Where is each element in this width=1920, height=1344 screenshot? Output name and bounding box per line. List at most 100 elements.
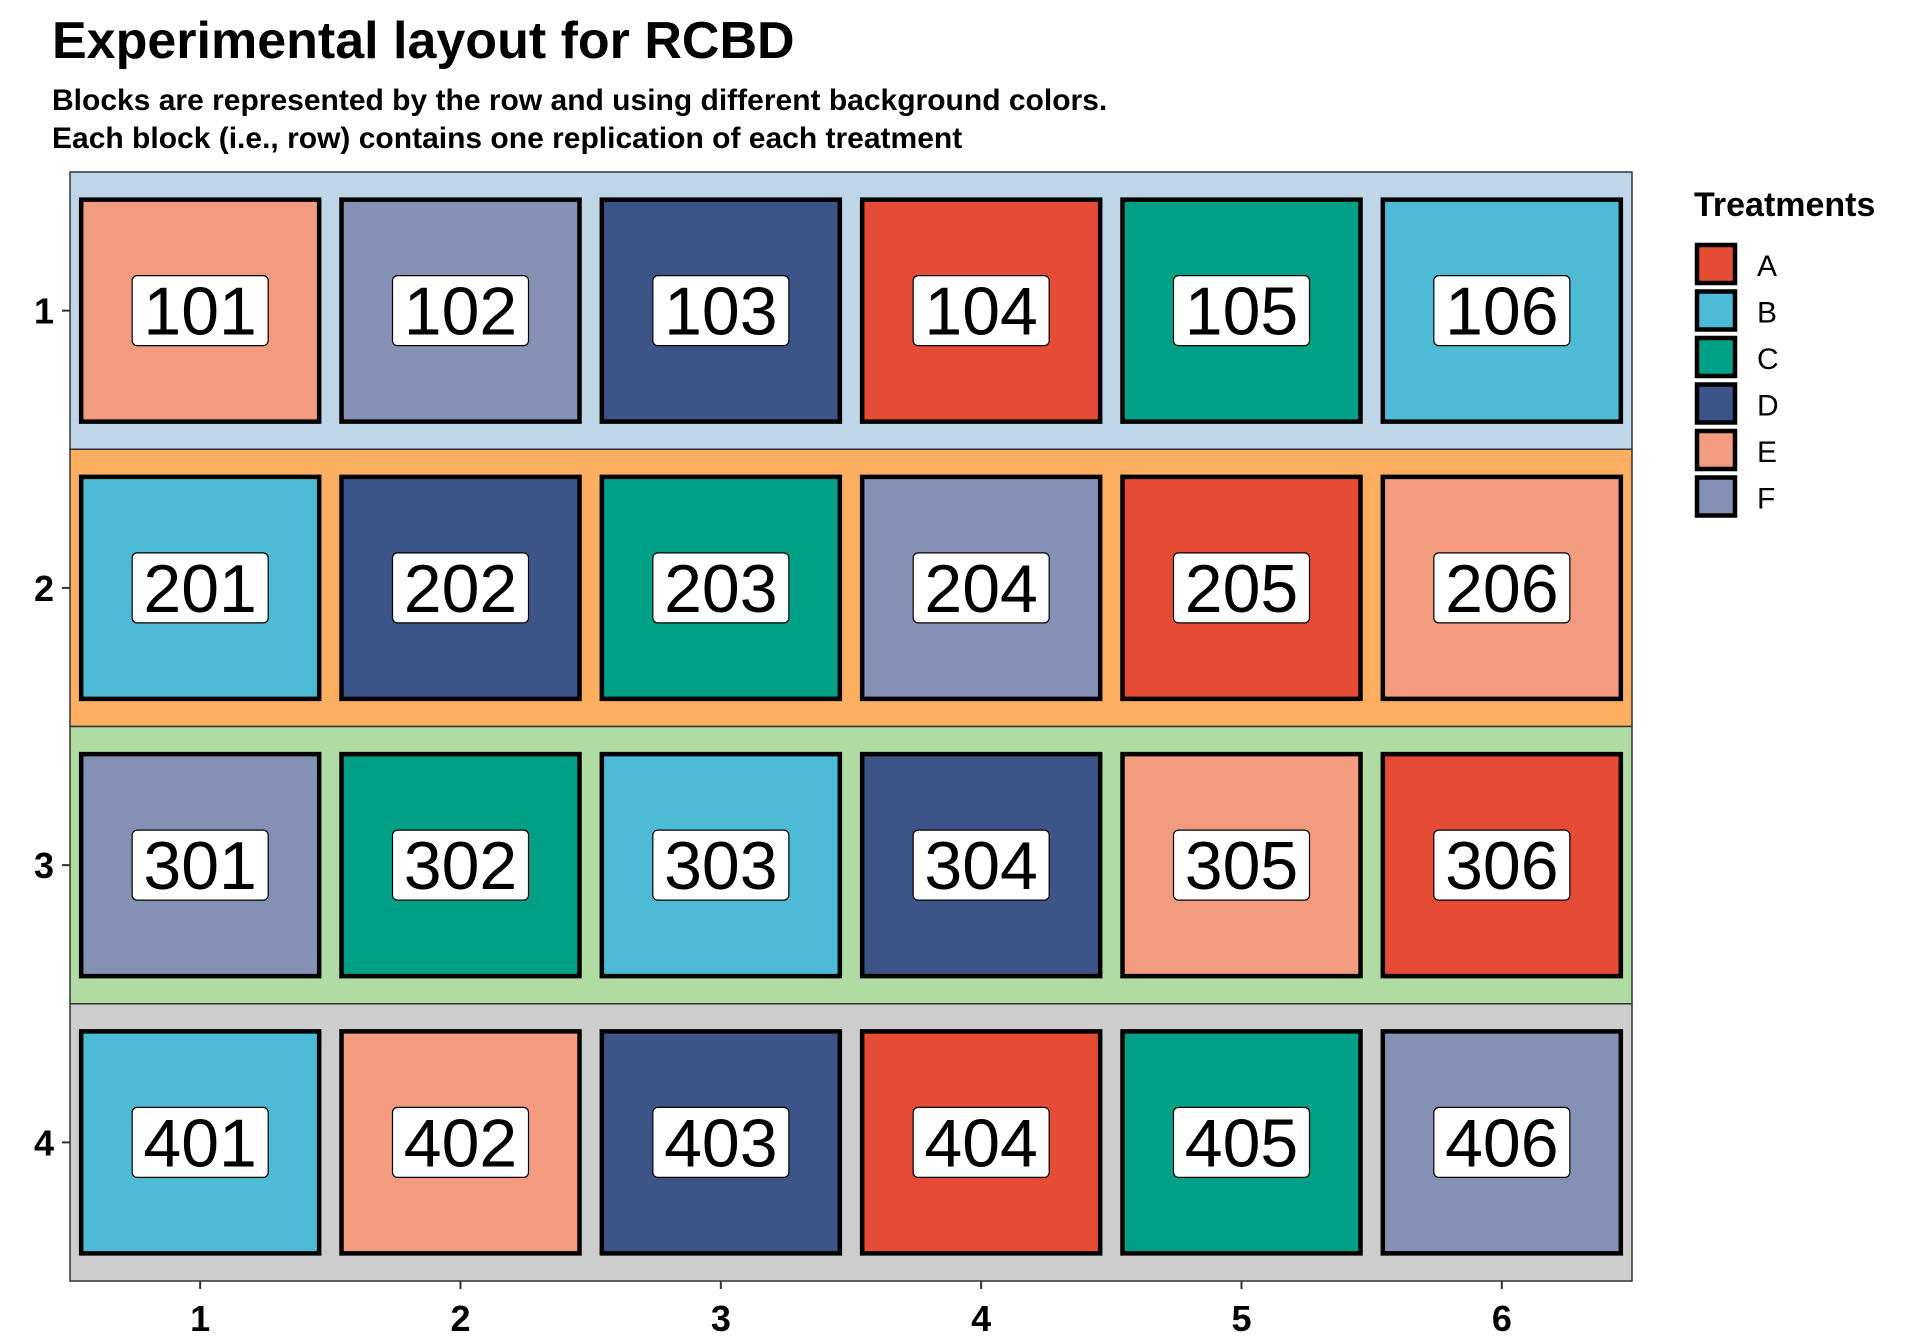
plot-204: 204 xyxy=(859,474,1103,702)
plot-label-box-305 xyxy=(1172,829,1311,901)
plot-301: 301 xyxy=(78,751,322,979)
legend-label-E: E xyxy=(1757,436,1777,469)
plot-label-box-205 xyxy=(1172,552,1311,624)
plot-label-box-204 xyxy=(912,552,1050,624)
plot-label-303: 303 xyxy=(664,828,777,904)
plot-label-203: 203 xyxy=(664,551,777,627)
plot-403: 403 xyxy=(599,1029,843,1256)
y-tick-label-2: 2 xyxy=(34,568,54,609)
x-tick-label-3: 3 xyxy=(711,1298,731,1339)
plot-label-box-102 xyxy=(391,275,530,347)
plot-label-box-101 xyxy=(131,275,269,347)
plot-102: 102 xyxy=(339,197,582,424)
plot-304: 304 xyxy=(859,751,1103,979)
plot-label-box-406 xyxy=(1433,1106,1571,1178)
y-tick-label-4: 4 xyxy=(34,1122,54,1163)
block-band-4 xyxy=(69,1003,1633,1282)
plot-label-box-206 xyxy=(1433,552,1571,624)
chart-title: Experimental layout for RCBD xyxy=(52,12,795,70)
legend-label-F: F xyxy=(1757,483,1775,516)
plot-label-201: 201 xyxy=(143,551,256,627)
plot-label-106: 106 xyxy=(1445,274,1558,350)
plot-label-box-103 xyxy=(652,275,790,347)
plot-303: 303 xyxy=(599,751,843,979)
plot-305: 305 xyxy=(1120,751,1363,979)
plot-label-105: 105 xyxy=(1185,274,1298,350)
plot-label-405: 405 xyxy=(1185,1105,1298,1181)
plot-label-301: 301 xyxy=(143,828,256,904)
plot-label-104: 104 xyxy=(924,274,1037,350)
x-tick-label-1: 1 xyxy=(190,1298,210,1339)
x-tick-label-5: 5 xyxy=(1231,1298,1251,1339)
plot-label-box-104 xyxy=(912,275,1050,347)
plot-104: 104 xyxy=(859,197,1103,424)
plot-label-306: 306 xyxy=(1445,828,1558,904)
chart-subtitle-line-2: Each block (i.e., row) contains one repl… xyxy=(52,122,962,155)
plot-label-box-404 xyxy=(912,1106,1050,1178)
x-tick-label-6: 6 xyxy=(1492,1298,1512,1339)
block-bands xyxy=(69,171,1633,1282)
plot-label-box-201 xyxy=(131,552,269,624)
plot-402: 402 xyxy=(339,1029,582,1256)
legend-key-A xyxy=(1694,242,1738,286)
plot-label-box-304 xyxy=(912,829,1050,901)
y-tick-label-1: 1 xyxy=(34,291,54,332)
legend-label-B: B xyxy=(1757,297,1777,330)
plot-306: 306 xyxy=(1380,751,1624,979)
plot-label-101: 101 xyxy=(143,274,256,350)
legend-label-D: D xyxy=(1757,390,1779,423)
plot-tile-303 xyxy=(599,751,843,979)
plot-label-box-301 xyxy=(131,829,269,901)
plot-label-102: 102 xyxy=(404,274,517,350)
legend-label-C: C xyxy=(1757,343,1779,376)
plot-label-403: 403 xyxy=(664,1105,777,1181)
legend-title: Treatments xyxy=(1694,186,1875,224)
plot-label-404: 404 xyxy=(924,1105,1037,1181)
legend-key-F xyxy=(1694,475,1738,518)
plot-206: 206 xyxy=(1380,474,1624,702)
x-tick-label-4: 4 xyxy=(971,1298,991,1339)
plot-label-103: 103 xyxy=(664,274,777,350)
plot-tile-403 xyxy=(599,1029,843,1256)
block-band-1 xyxy=(69,171,1633,450)
plot-405: 405 xyxy=(1120,1029,1363,1256)
plot-label-302: 302 xyxy=(404,828,517,904)
plot-202: 202 xyxy=(339,474,582,702)
legend-key-C xyxy=(1694,335,1738,379)
plot-label-204: 204 xyxy=(924,551,1037,627)
plot-label-box-401 xyxy=(131,1106,269,1178)
plot-label-box-303 xyxy=(652,829,790,901)
plot-tile-106 xyxy=(1380,197,1624,424)
plot-label-box-106 xyxy=(1433,275,1571,347)
plot-label-box-306 xyxy=(1433,829,1571,901)
plot-label-202: 202 xyxy=(404,551,517,627)
plot-label-205: 205 xyxy=(1185,551,1298,627)
chart-subtitle-line-1: Blocks are represented by the row and us… xyxy=(52,84,1107,117)
block-band-3 xyxy=(69,725,1633,1005)
legend-key-B xyxy=(1694,289,1738,332)
plot-tile-301 xyxy=(78,751,322,979)
plot-label-406: 406 xyxy=(1445,1105,1558,1181)
x-tick-label-2: 2 xyxy=(450,1298,470,1339)
plot-tiles: 101 102 103 104 105 106 201 202 203 204 205 206 301 3… xyxy=(78,197,1624,1256)
plot-404: 404 xyxy=(859,1029,1103,1256)
legend-label-A: A xyxy=(1757,250,1777,283)
plot-103: 103 xyxy=(599,197,843,424)
plot-105: 105 xyxy=(1120,197,1363,424)
plot-201: 201 xyxy=(78,474,322,702)
plot-label-box-403 xyxy=(652,1106,790,1178)
plot-label-305: 305 xyxy=(1185,828,1298,904)
plot-label-box-302 xyxy=(391,829,530,901)
y-tick-label-3: 3 xyxy=(34,845,54,886)
plot-label-box-203 xyxy=(652,552,790,624)
plot-label-box-105 xyxy=(1172,275,1311,347)
plot-label-402: 402 xyxy=(404,1105,517,1181)
plot-label-box-402 xyxy=(391,1106,530,1178)
plot-203: 203 xyxy=(599,474,843,702)
plot-101: 101 xyxy=(78,197,322,424)
plot-406: 406 xyxy=(1380,1029,1624,1256)
plot-401: 401 xyxy=(78,1029,322,1256)
plot-label-box-405 xyxy=(1172,1106,1311,1178)
